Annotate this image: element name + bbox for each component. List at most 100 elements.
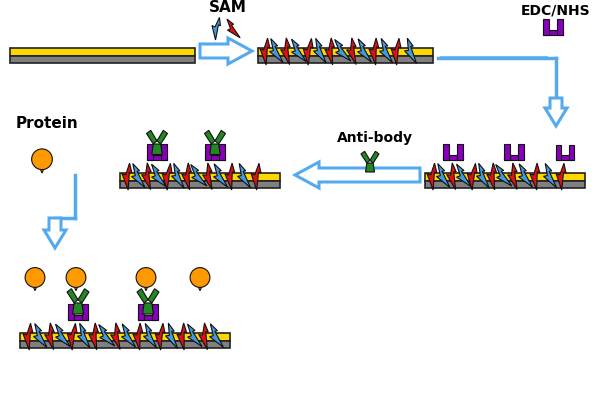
Polygon shape bbox=[187, 324, 202, 347]
Bar bbox=[569, 145, 574, 160]
Bar bbox=[147, 154, 167, 160]
Bar bbox=[82, 303, 88, 320]
Bar bbox=[443, 143, 449, 160]
Polygon shape bbox=[32, 283, 38, 291]
Polygon shape bbox=[380, 38, 392, 63]
Polygon shape bbox=[508, 163, 517, 189]
Polygon shape bbox=[143, 303, 154, 314]
Polygon shape bbox=[166, 323, 178, 349]
Bar bbox=[543, 29, 563, 35]
Polygon shape bbox=[197, 283, 203, 291]
Polygon shape bbox=[67, 289, 78, 303]
Ellipse shape bbox=[32, 149, 52, 170]
Ellipse shape bbox=[190, 268, 210, 287]
Polygon shape bbox=[404, 38, 416, 64]
Bar bbox=[205, 154, 225, 160]
Bar bbox=[220, 143, 225, 160]
Polygon shape bbox=[110, 323, 120, 349]
Bar bbox=[120, 181, 280, 188]
Bar bbox=[504, 154, 524, 160]
Polygon shape bbox=[122, 324, 136, 347]
Text: EDC/NHS: EDC/NHS bbox=[521, 3, 591, 17]
Polygon shape bbox=[545, 98, 567, 126]
Polygon shape bbox=[325, 38, 335, 65]
Polygon shape bbox=[370, 151, 379, 163]
Bar bbox=[20, 341, 230, 348]
Bar bbox=[504, 143, 509, 160]
Polygon shape bbox=[44, 323, 54, 350]
Polygon shape bbox=[209, 324, 223, 347]
Bar bbox=[161, 143, 167, 160]
Bar bbox=[10, 48, 195, 56]
Polygon shape bbox=[251, 163, 261, 190]
Polygon shape bbox=[427, 163, 437, 190]
Polygon shape bbox=[260, 38, 270, 65]
Polygon shape bbox=[177, 323, 187, 350]
Polygon shape bbox=[122, 163, 132, 190]
Bar bbox=[556, 155, 574, 160]
Polygon shape bbox=[73, 283, 79, 291]
Polygon shape bbox=[467, 163, 477, 190]
Bar bbox=[457, 143, 463, 160]
Polygon shape bbox=[496, 164, 512, 186]
Bar bbox=[518, 143, 524, 160]
Polygon shape bbox=[225, 163, 235, 190]
Bar bbox=[147, 143, 152, 160]
Bar bbox=[258, 56, 433, 63]
Polygon shape bbox=[446, 163, 456, 190]
Polygon shape bbox=[78, 289, 89, 303]
Polygon shape bbox=[73, 303, 83, 314]
Polygon shape bbox=[295, 162, 420, 188]
Polygon shape bbox=[457, 164, 471, 187]
Bar bbox=[120, 173, 280, 181]
Bar bbox=[557, 19, 563, 35]
Polygon shape bbox=[238, 164, 251, 188]
Bar bbox=[205, 143, 211, 160]
Polygon shape bbox=[155, 323, 165, 350]
Bar bbox=[425, 173, 585, 181]
Polygon shape bbox=[365, 163, 374, 172]
Polygon shape bbox=[200, 38, 252, 64]
Polygon shape bbox=[269, 39, 283, 62]
Bar bbox=[20, 333, 230, 341]
Polygon shape bbox=[205, 130, 215, 144]
Polygon shape bbox=[391, 38, 401, 65]
Polygon shape bbox=[437, 164, 450, 187]
Polygon shape bbox=[133, 323, 143, 350]
Polygon shape bbox=[131, 164, 145, 187]
Polygon shape bbox=[55, 324, 70, 347]
Polygon shape bbox=[303, 38, 313, 65]
Polygon shape bbox=[369, 38, 379, 65]
Polygon shape bbox=[143, 324, 157, 348]
Polygon shape bbox=[199, 323, 208, 350]
Polygon shape bbox=[172, 163, 184, 188]
Polygon shape bbox=[23, 323, 33, 350]
Polygon shape bbox=[518, 164, 533, 187]
Polygon shape bbox=[152, 144, 162, 154]
Polygon shape bbox=[142, 163, 151, 190]
Polygon shape bbox=[143, 283, 149, 291]
Text: Anti-body: Anti-body bbox=[337, 131, 413, 145]
Polygon shape bbox=[182, 163, 191, 190]
Polygon shape bbox=[214, 164, 227, 187]
Polygon shape bbox=[292, 39, 306, 62]
Polygon shape bbox=[210, 144, 220, 154]
Polygon shape bbox=[98, 324, 115, 346]
Polygon shape bbox=[212, 17, 220, 40]
Polygon shape bbox=[89, 323, 98, 350]
Polygon shape bbox=[361, 151, 370, 163]
Polygon shape bbox=[162, 163, 172, 190]
Ellipse shape bbox=[66, 268, 86, 287]
Bar bbox=[138, 314, 158, 320]
Polygon shape bbox=[67, 323, 77, 350]
Polygon shape bbox=[203, 163, 212, 189]
Polygon shape bbox=[530, 163, 540, 190]
Polygon shape bbox=[77, 323, 90, 348]
Polygon shape bbox=[215, 130, 226, 144]
Polygon shape bbox=[347, 38, 356, 64]
Text: Protein: Protein bbox=[16, 116, 79, 131]
Polygon shape bbox=[38, 165, 46, 173]
Polygon shape bbox=[157, 130, 167, 144]
Ellipse shape bbox=[136, 268, 156, 287]
Bar bbox=[425, 181, 585, 188]
